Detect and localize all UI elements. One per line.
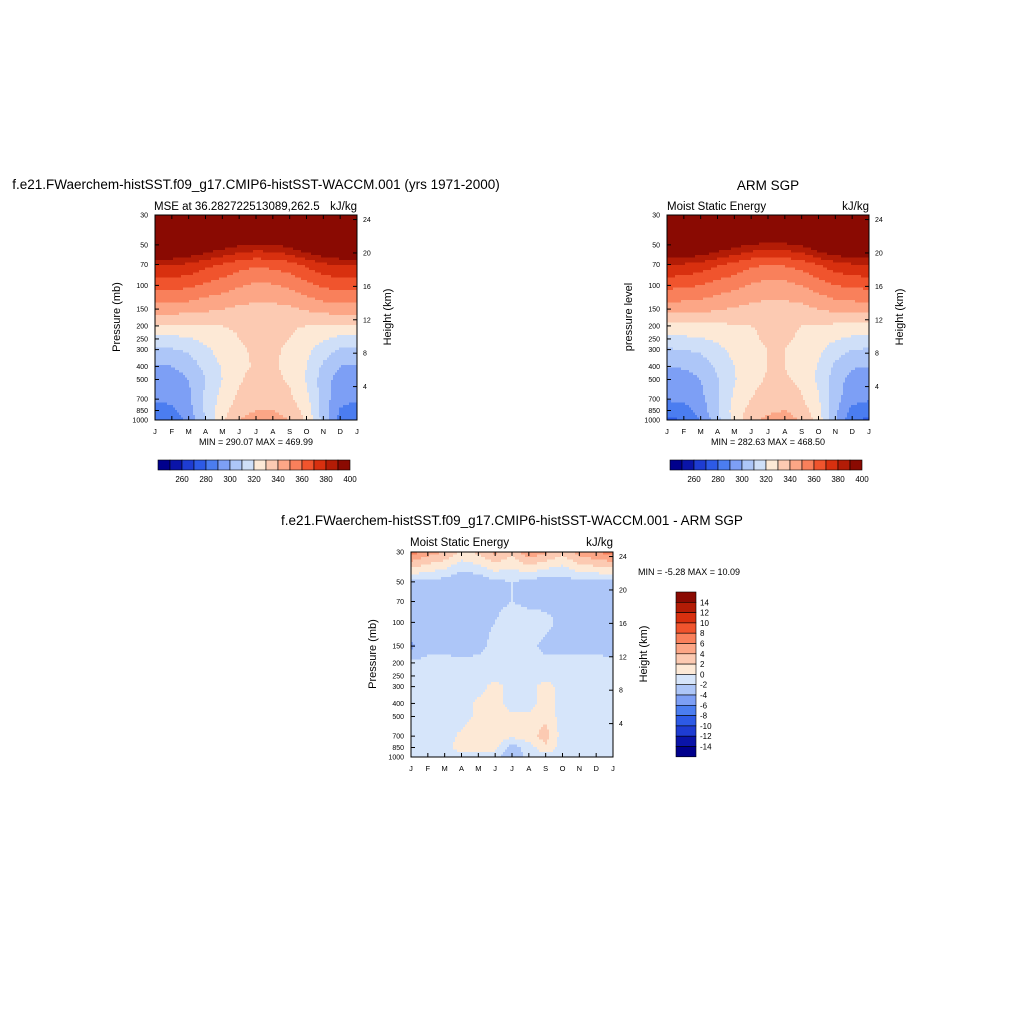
panel-model-title: f.e21.FWaerchem-histSST.f09_g17.CMIP6-hi… [12,177,499,192]
panel-model: f.e21.FWaerchem-histSST.f09_g17.CMIP6-hi… [12,177,499,484]
panel-model-left-label: MSE at 36.282722513089,262.5 [154,201,320,213]
panel-model-units: kJ/kg [330,201,357,213]
panel-model-contour-field [155,215,357,420]
